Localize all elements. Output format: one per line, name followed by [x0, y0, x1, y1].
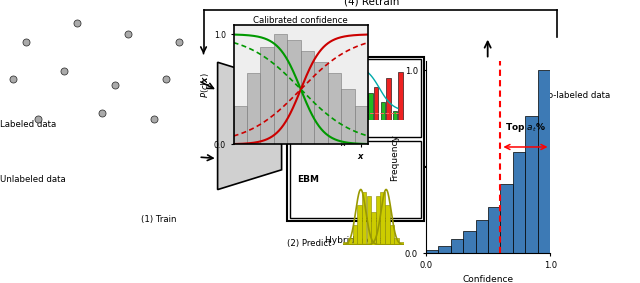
Bar	[500, 184, 513, 253]
Bar	[371, 212, 376, 245]
Point	[174, 40, 184, 45]
Point	[8, 77, 18, 82]
Bar	[353, 226, 357, 245]
Text: (4) Retrain: (4) Retrain	[344, 0, 399, 6]
Bar	[357, 205, 362, 245]
Bar	[355, 106, 368, 144]
Bar	[274, 34, 287, 144]
Point	[20, 40, 31, 45]
Bar	[343, 242, 348, 245]
Bar	[476, 220, 488, 253]
Text: Hybrid model: Hybrid model	[325, 236, 386, 245]
Title: Calibrated confidence: Calibrated confidence	[253, 16, 348, 25]
Bar	[314, 62, 328, 144]
Bar	[386, 78, 390, 120]
Point	[72, 20, 82, 25]
Bar	[344, 68, 349, 120]
Bar	[390, 226, 394, 245]
Text: NN: NN	[239, 119, 260, 132]
Bar	[394, 238, 399, 245]
Bar	[369, 93, 373, 120]
Bar	[451, 239, 463, 253]
Y-axis label: Frequency: Frequency	[390, 134, 399, 181]
Bar	[426, 250, 438, 253]
Point	[161, 77, 172, 82]
Bar	[287, 57, 424, 221]
Bar	[538, 70, 550, 253]
Bar	[438, 246, 451, 253]
Bar	[376, 196, 380, 245]
Bar	[463, 231, 476, 253]
Text: Disc.: Disc.	[298, 94, 323, 103]
Text: Top $\boldsymbol{a_t}$%: Top $\boldsymbol{a_t}$%	[505, 121, 546, 134]
Text: Unlabeled data: Unlabeled data	[0, 175, 66, 185]
Bar	[349, 111, 354, 120]
Bar	[348, 238, 353, 245]
Bar	[362, 102, 366, 120]
Bar	[380, 192, 385, 245]
Y-axis label: $P(c|\boldsymbol{x})$: $P(c|\boldsymbol{x})$	[200, 72, 212, 98]
Polygon shape	[218, 62, 282, 190]
Bar	[393, 111, 397, 120]
Bar	[362, 192, 367, 245]
Text: EBM: EBM	[298, 175, 319, 184]
Bar	[290, 141, 421, 218]
Bar	[367, 196, 371, 245]
Text: (3) Select: (3) Select	[494, 85, 536, 94]
Bar	[398, 72, 403, 120]
Text: (1) Train: (1) Train	[141, 215, 176, 224]
Bar	[290, 59, 421, 137]
Text: Pseudo-labeled data: Pseudo-labeled data	[522, 91, 611, 100]
Bar	[525, 116, 538, 253]
Bar	[260, 48, 274, 144]
Point	[110, 83, 120, 87]
Point	[33, 117, 44, 121]
Bar	[399, 242, 404, 245]
Point	[123, 32, 133, 36]
Text: Labeled data: Labeled data	[0, 120, 56, 129]
Text: (2) Predict: (2) Predict	[287, 239, 332, 248]
Bar	[328, 73, 341, 144]
Bar	[356, 78, 361, 120]
Bar	[374, 87, 378, 120]
Bar	[381, 102, 385, 120]
Bar	[341, 89, 355, 144]
Bar	[301, 51, 314, 144]
Bar	[234, 106, 247, 144]
Bar	[287, 40, 301, 144]
Point	[97, 111, 108, 115]
Bar	[385, 205, 390, 245]
X-axis label: Confidence: Confidence	[463, 275, 513, 283]
Point	[148, 117, 159, 121]
Point	[59, 68, 69, 73]
Bar	[488, 207, 500, 253]
Bar	[247, 73, 260, 144]
Bar	[513, 153, 525, 253]
